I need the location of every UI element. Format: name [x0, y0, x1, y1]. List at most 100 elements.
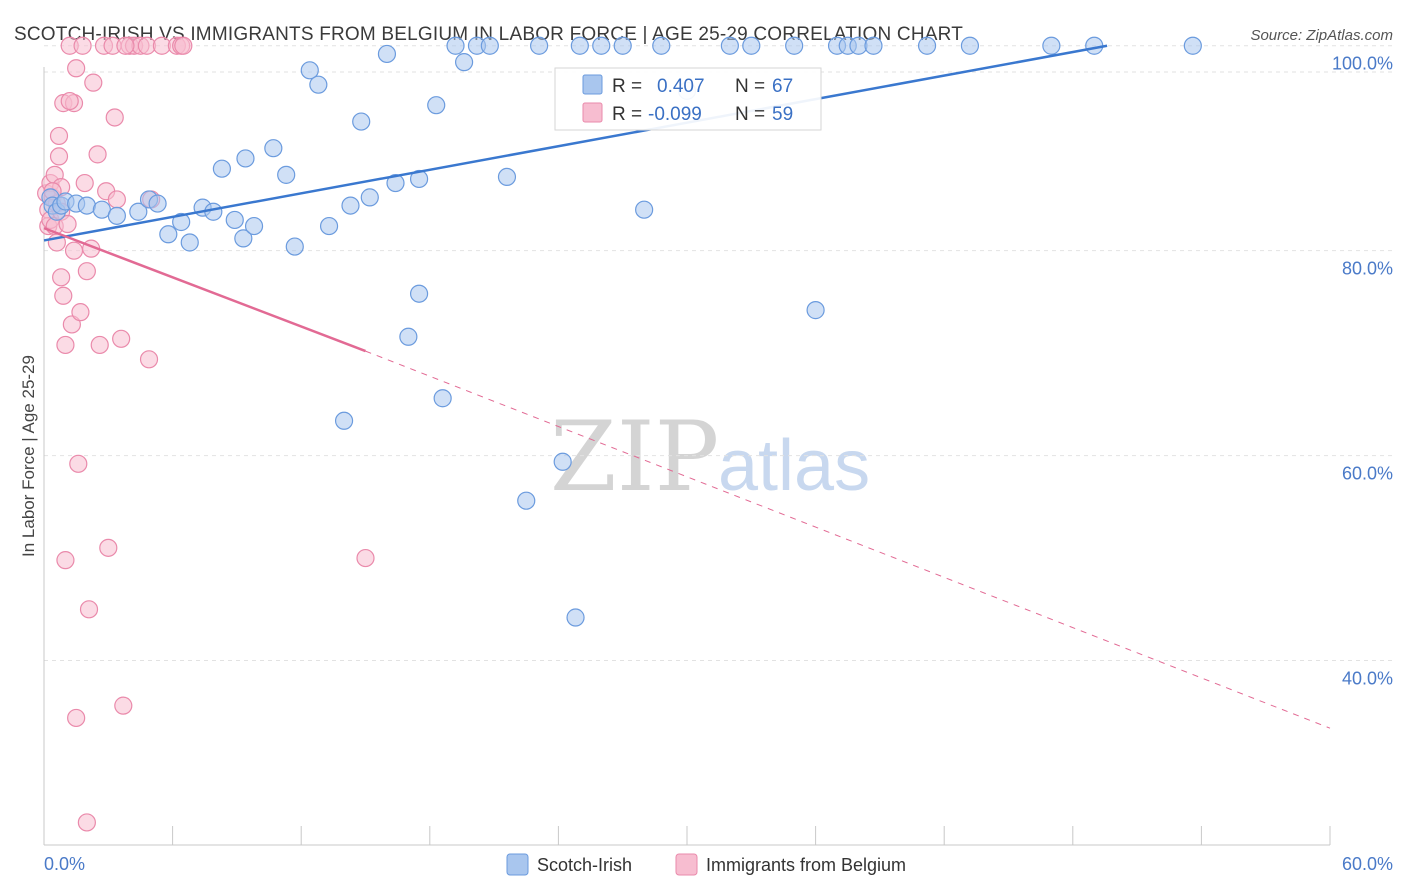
trend-line-scotch-irish: [43, 44, 1108, 242]
belgium-point-22: [64, 241, 84, 260]
belgium-point-41: [107, 190, 126, 209]
scotch-irish-point-13: [172, 212, 191, 232]
scotch-irish-point-9: [129, 202, 148, 221]
y-tick-label-80: 80.0%: [1342, 259, 1393, 279]
x-tick-marks: [43, 826, 1331, 845]
scotch-irish-point-54: [720, 36, 739, 55]
belgium-point-30: [77, 262, 96, 281]
scotch-irish-point-50: [613, 36, 632, 55]
stats-swatch-immigrants-from-belgium: [582, 102, 603, 123]
scotch-irish-point-24: [285, 237, 304, 256]
scotch-irish-point-39: [446, 36, 465, 55]
scotch-irish-point-29: [341, 196, 360, 215]
y-tick-label-40: 40.0%: [1342, 669, 1393, 689]
trend-lines: [43, 44, 1331, 729]
legend-label-immigrants-from-belgium[interactable]: Immigrants from Belgium: [706, 855, 906, 875]
trend-line-belgium-extension: [365, 350, 1331, 729]
watermark-zip: ZIP: [550, 401, 719, 513]
belgium-point-29: [75, 173, 94, 193]
belgium-point-35: [90, 335, 109, 355]
belgium-point-34: [88, 145, 107, 164]
belgium-point-55: [356, 548, 375, 568]
grid-lines: [44, 45, 1393, 662]
legend-swatch-scotch-irish[interactable]: [506, 853, 529, 876]
scotch-irish-point-46: [553, 452, 572, 471]
stats-r-label-belgium: R =: [612, 104, 642, 125]
scotch-irish-point-19: [234, 229, 253, 248]
legend-label-scotch-irish[interactable]: Scotch-Irish: [537, 855, 632, 875]
source-label: Source: ZipAtlas.com: [1250, 27, 1393, 44]
scotch-irish-point-44: [517, 491, 536, 510]
scotch-irish-point-64: [1042, 36, 1061, 55]
scotch-irish-point-25: [300, 61, 319, 80]
belgium-point-24: [67, 59, 86, 78]
stats-n-label-scotch-irish: N =: [735, 76, 765, 97]
stats-n-value-belgium: 59: [772, 104, 793, 125]
scotch-irish-point-11: [148, 194, 167, 213]
belgium-point-54: [174, 36, 193, 55]
belgium-point-43: [114, 696, 133, 715]
belgium-point-17: [56, 335, 75, 355]
belgium-point-38: [99, 538, 118, 557]
y-axis-label: In Labor Force | Age 25-29: [19, 355, 38, 557]
legend-swatch-immigrants-from-belgium[interactable]: [675, 853, 698, 876]
scotch-irish-point-28: [334, 411, 354, 430]
stats-swatch-scotch-irish: [582, 74, 603, 95]
stats-n-label-belgium: N =: [735, 104, 765, 125]
belgium-point-49: [116, 36, 135, 55]
scotch-irish-point-47: [566, 608, 585, 627]
y-tick-labels: 40.0% 60.0% 80.0% 100.0%: [1332, 54, 1393, 689]
y-tick-label-60: 60.0%: [1342, 464, 1393, 484]
scotch-irish-point-56: [785, 36, 804, 55]
watermark: ZIP atlas: [550, 401, 870, 513]
scotch-irish-point-52: [652, 36, 671, 55]
belgium-point-27: [71, 303, 90, 322]
scotch-irish-point-48: [570, 36, 589, 55]
series-immigrants-from-belgium: [37, 36, 375, 832]
belgium-point-57: [60, 91, 79, 111]
scotch-irish-point-33: [386, 173, 405, 193]
belgium-point-14: [52, 268, 71, 287]
scotch-irish-point-43: [497, 167, 517, 187]
belgium-point-19: [58, 214, 77, 234]
scotch-irish-point-55: [742, 36, 761, 55]
belgium-point-11: [49, 126, 69, 146]
trend-line-belgium: [43, 226, 366, 353]
scotch-irish-point-42: [480, 36, 499, 55]
belgium-point-31: [79, 600, 99, 619]
scotch-irish-point-63: [960, 36, 980, 55]
scotch-irish-point-23: [277, 165, 296, 184]
x-tick-label-min: 0.0%: [44, 854, 85, 874]
scotch-irish-point-51: [635, 200, 654, 219]
scotch-irish-point-14: [180, 233, 199, 252]
scotch-irish-point-36: [409, 169, 429, 189]
scotch-irish-point-66: [1183, 36, 1202, 55]
stats-r-value-scotch-irish: 0.407: [657, 76, 705, 97]
scotch-irish-point-61: [864, 36, 883, 55]
belgium-point-56: [139, 350, 159, 369]
scotch-irish-point-17: [212, 159, 231, 178]
belgium-point-25: [67, 708, 86, 728]
scotch-irish-point-49: [592, 36, 611, 55]
scotch-irish-point-31: [360, 188, 379, 207]
scotch-irish-point-32: [377, 44, 397, 64]
stats-n-value-scotch-irish: 67: [772, 76, 793, 97]
belgium-point-33: [84, 73, 103, 92]
scotch-irish-point-27: [319, 216, 339, 236]
scotch-irish-point-12: [159, 225, 178, 244]
watermark-atlas: atlas: [718, 426, 870, 506]
belgium-point-18: [56, 551, 75, 570]
scotch-irish-point-8: [107, 206, 126, 225]
scotch-irish-point-45: [530, 36, 549, 55]
bottom-legend: Scotch-Irish Immigrants from Belgium: [506, 853, 906, 876]
scotch-irish-point-20: [236, 149, 255, 168]
belgium-point-21: [62, 315, 81, 334]
scotch-irish-point-37: [427, 96, 446, 115]
scotch-irish-point-26: [309, 75, 328, 94]
scotch-irish-point-30: [352, 112, 371, 131]
scotch-irish-point-18: [225, 210, 244, 230]
scotch-irish-point-34: [399, 327, 418, 346]
scotch-irish-point-38: [433, 389, 452, 408]
belgium-point-28: [73, 36, 92, 55]
